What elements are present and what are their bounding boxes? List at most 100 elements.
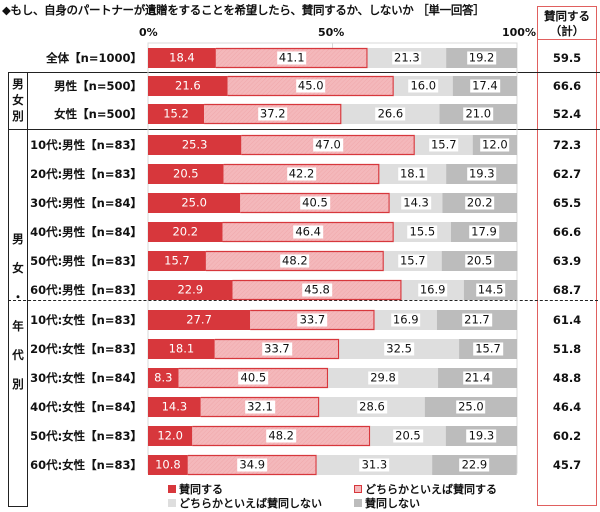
value-label-disagree: 19.3	[466, 166, 497, 181]
value-label-disagree: 22.9	[459, 457, 490, 472]
value-label-agree: 20.5	[173, 166, 199, 181]
bar-agree	[148, 76, 228, 96]
legend-swatch-somewhat-disagree	[168, 499, 176, 507]
value-label-somewhat-agree: 40.5	[300, 195, 330, 210]
value-label-somewhat-disagree: 14.3	[401, 195, 431, 210]
value-label-agree: 18.4	[169, 50, 195, 65]
bar-agree	[148, 222, 223, 242]
bar-somewhat-agree-outline	[232, 279, 402, 301]
row-label: 20代:女性【n=83】	[30, 342, 142, 356]
bar-somewhat-agree-outline	[222, 221, 394, 243]
bar-agree	[148, 164, 224, 184]
total-value: 45.7	[552, 458, 582, 472]
value-label-agree: 22.9	[177, 282, 204, 297]
group-divider-top	[8, 72, 600, 73]
bar-somewhat-agree-outline	[227, 75, 394, 97]
total-value: 61.4	[552, 313, 582, 327]
total-header-line2: （計）	[549, 24, 585, 38]
legend-swatch-agree	[168, 485, 176, 493]
total-value: 68.7	[552, 283, 582, 297]
value-label-somewhat-agree: 48.2	[266, 428, 297, 443]
bar-somewhat-agree-outline	[250, 309, 375, 331]
total-value: 60.2	[552, 429, 582, 443]
value-label-disagree: 12.0	[480, 137, 510, 152]
bar-agree	[148, 397, 201, 417]
row-label: 女性【n=500】	[54, 107, 142, 121]
bar-somewhat-agree-outline	[192, 425, 371, 447]
total-column-box	[537, 6, 597, 506]
bar-agree	[148, 368, 179, 388]
value-label-somewhat-disagree: 29.8	[368, 370, 398, 385]
value-label-disagree: 19.3	[466, 428, 497, 443]
value-label-disagree: 20.5	[464, 253, 495, 268]
row-label: 40代:女性【n=84】	[30, 400, 142, 414]
value-label-disagree: 21.0	[463, 106, 494, 121]
total-value: 46.4	[552, 400, 582, 414]
value-label-somewhat-disagree: 20.5	[393, 428, 423, 443]
value-label-agree: 12.0	[157, 428, 183, 443]
gender-age-group-label: 男 女 ・ 年 代 別	[8, 225, 28, 399]
total-value: 48.8	[552, 371, 582, 385]
row-label: 40代:男性【n=84】	[30, 225, 142, 239]
value-label-agree: 14.3	[161, 399, 188, 414]
bar-agree	[148, 310, 251, 330]
row-label: 全体【n=1000】	[46, 51, 142, 65]
bar-somewhat-agree-outline	[223, 163, 380, 185]
bar-somewhat-agree-outline	[178, 367, 329, 389]
x-tick-50: 50%	[318, 26, 345, 39]
legend-item-somewhat-agree: どちらかといえば賛同する	[354, 481, 497, 497]
legend-label: 賛同する	[179, 483, 223, 496]
value-label-disagree: 17.4	[470, 78, 500, 93]
legend-item-somewhat-disagree: どちらかといえば賛同しない	[168, 495, 322, 511]
gender-age-char: 別	[12, 377, 24, 391]
legend-label: どちらかといえば賛同する	[365, 483, 497, 496]
value-label-disagree: 25.0	[456, 399, 486, 414]
bar-somewhat-agree-outline	[200, 396, 320, 418]
value-label-agree: 27.7	[186, 312, 212, 327]
value-label-disagree: 15.7	[473, 341, 503, 356]
value-label-somewhat-disagree: 21.3	[392, 50, 422, 65]
value-label-somewhat-agree: 46.4	[293, 224, 323, 239]
bar-agree	[148, 48, 216, 68]
value-label-somewhat-agree: 48.2	[280, 253, 310, 268]
value-label-disagree: 19.2	[466, 50, 497, 65]
value-label-somewhat-agree: 40.5	[238, 370, 269, 385]
value-label-somewhat-disagree: 26.6	[375, 106, 406, 121]
value-label-disagree: 21.7	[462, 312, 492, 327]
gender-age-char: 女	[12, 261, 24, 275]
gender-age-char: 男	[12, 232, 24, 246]
x-tick-0: 0%	[139, 26, 158, 39]
total-value: 65.5	[552, 196, 582, 210]
total-value: 51.8	[552, 342, 582, 356]
value-label-somewhat-disagree: 31.3	[359, 457, 390, 472]
bar-agree	[148, 339, 215, 359]
value-label-somewhat-agree: 34.9	[237, 457, 268, 472]
bar-somewhat-agree-outline	[187, 454, 317, 476]
gender-age-group-box	[8, 129, 28, 507]
value-label-disagree: 14.5	[475, 282, 506, 297]
total-value: 52.4	[552, 107, 582, 121]
legend-label: どちらかといえば賛同しない	[179, 497, 322, 510]
legend-swatch-somewhat-agree	[354, 485, 362, 493]
value-label-agree: 15.2	[163, 106, 189, 121]
row-label: 50代:男性【n=83】	[30, 254, 142, 268]
value-label-somewhat-agree: 33.7	[262, 341, 292, 356]
value-label-somewhat-disagree: 16.9	[417, 282, 448, 297]
bar-agree	[148, 135, 242, 155]
value-label-somewhat-disagree: 15.7	[397, 253, 428, 268]
row-label: 60代:男性【n=83】	[30, 283, 142, 297]
bar-somewhat-agree-outline	[205, 250, 384, 272]
legend-label: 賛同しない	[365, 497, 420, 510]
value-label-somewhat-agree: 42.2	[286, 166, 317, 181]
value-label-somewhat-agree: 47.0	[313, 137, 343, 152]
total-value: 62.7	[552, 167, 582, 181]
gender-group-char: 女	[12, 93, 24, 107]
row-label: 男性【n=500】	[54, 79, 142, 93]
group-divider-middle	[8, 129, 600, 130]
bar-agree	[148, 251, 206, 271]
value-label-somewhat-agree: 45.0	[295, 78, 326, 93]
gender-age-char: 年	[12, 319, 24, 333]
total-value: 59.5	[552, 51, 582, 65]
gender-group-label: 男 女 別	[8, 76, 28, 124]
value-label-agree: 18.1	[168, 341, 195, 356]
